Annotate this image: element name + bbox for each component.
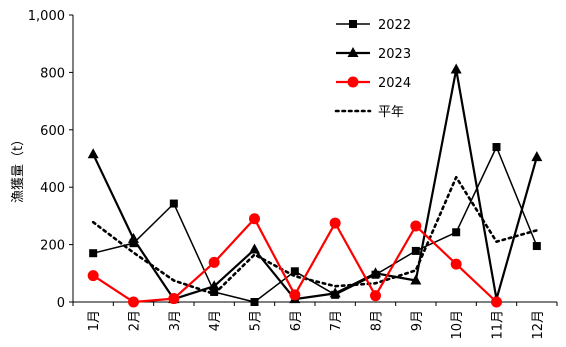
legend-2022-label: 2022 bbox=[378, 18, 411, 33]
series-2023-point bbox=[450, 63, 462, 74]
series-2022-point bbox=[129, 239, 138, 248]
series-2022-point bbox=[452, 228, 461, 237]
x-tick-label: 6月 bbox=[289, 310, 304, 331]
series-2023-point bbox=[249, 243, 260, 254]
x-tick-label: 9月 bbox=[410, 310, 425, 331]
series-2023-point bbox=[531, 151, 543, 162]
legend-平年-label: 平年 bbox=[378, 105, 404, 120]
series-2024-point bbox=[208, 256, 220, 268]
series-2024-point bbox=[329, 217, 341, 229]
series-2023-point bbox=[87, 148, 99, 159]
y-axis-title: 漁獲量（t） bbox=[11, 133, 26, 203]
series-2024-point bbox=[410, 220, 422, 232]
y-tick-label: 0 bbox=[57, 296, 65, 311]
y-tick-label: 600 bbox=[40, 124, 65, 139]
legend-2024-marker bbox=[347, 76, 359, 88]
series-2024-point bbox=[289, 289, 301, 301]
series-2023-point bbox=[128, 232, 139, 243]
y-tick-label: 800 bbox=[40, 66, 65, 81]
series-2024-point bbox=[128, 296, 139, 308]
x-tick-label: 12月 bbox=[531, 310, 546, 340]
series-2023-point bbox=[208, 280, 220, 291]
series-2024-point bbox=[168, 293, 180, 305]
x-tick-label: 8月 bbox=[370, 310, 385, 331]
x-tick-label: 5月 bbox=[249, 310, 264, 331]
legend-2023-label: 2023 bbox=[378, 47, 411, 62]
series-2022-point bbox=[250, 298, 259, 306]
x-tick-label: 11月 bbox=[491, 310, 506, 340]
series-2023-line bbox=[92, 68, 538, 301]
series-2022-point bbox=[169, 199, 178, 208]
x-tick-label: 2月 bbox=[128, 310, 143, 331]
series-2022-point bbox=[89, 249, 98, 258]
series-2024-point bbox=[249, 213, 260, 225]
y-axis-ticks: 0 200 400 600 800 1,000 bbox=[28, 9, 73, 311]
x-tick-label: 3月 bbox=[168, 310, 183, 331]
legend: 2022 2023 2024 平年 bbox=[334, 18, 411, 120]
series-2022-point bbox=[532, 242, 541, 251]
y-tick-label: 200 bbox=[40, 239, 65, 254]
y-tick-label: 400 bbox=[40, 181, 65, 196]
x-tick-label: 1月 bbox=[87, 310, 102, 331]
series-2023-point bbox=[410, 274, 422, 285]
series-2023-point bbox=[329, 287, 341, 298]
series-2023-point bbox=[370, 267, 381, 278]
series-2022-point bbox=[411, 246, 420, 255]
series-2024-point bbox=[450, 258, 462, 270]
series-2024-point bbox=[370, 290, 381, 302]
x-tick-label: 4月 bbox=[208, 310, 223, 331]
legend-2023-marker bbox=[347, 47, 359, 57]
series-group bbox=[87, 63, 543, 308]
x-axis-ticks: 1月 2月 3月 4月 5月 6月 7月 8月 9月 10月 11月 12月 bbox=[72, 302, 558, 340]
legend-2024-label: 2024 bbox=[378, 76, 411, 91]
series-2022-point bbox=[210, 287, 219, 296]
y-tick-label: 1,000 bbox=[28, 9, 65, 24]
series-2022-point bbox=[290, 267, 299, 276]
series-2024-point bbox=[87, 270, 99, 282]
x-tick-label: 10月 bbox=[450, 310, 465, 340]
series-2024-point bbox=[491, 296, 502, 308]
series-平年-line bbox=[91, 175, 539, 296]
series-2022-line bbox=[93, 146, 538, 303]
series-2022-point bbox=[492, 143, 501, 152]
x-tick-label: 7月 bbox=[329, 310, 344, 331]
legend-2022-marker bbox=[349, 20, 357, 28]
